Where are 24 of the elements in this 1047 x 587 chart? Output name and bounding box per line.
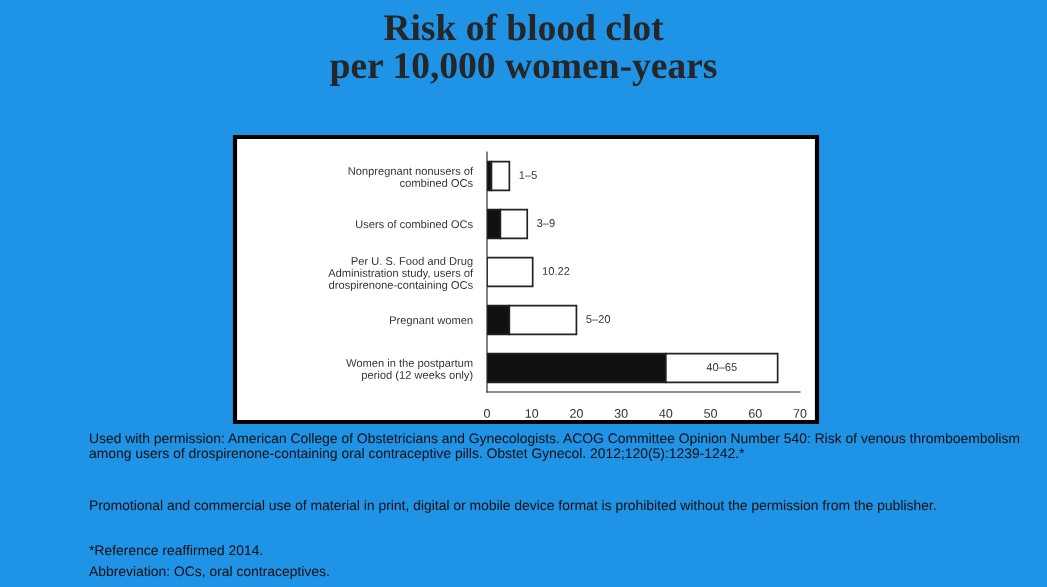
y-tick-label: Women in the postpartum period (12 weeks only) — [346, 358, 473, 382]
data-label: 1–5 — [519, 171, 537, 179]
x-tick-label: 70 — [793, 409, 807, 418]
text: Promotional and commercial use of material in print, digital or mobile device format is prohibited without the permission from the publisher. — [90, 500, 936, 513]
x-tick-label: 10 — [525, 409, 539, 418]
y-tick-label: Nonpregnant nonusers of combined OCs — [348, 166, 474, 187]
chart-title: Risk of blood clot per 10,000 women-years — [330, 13, 717, 87]
x-tick-label: 0 — [484, 409, 490, 418]
x-tick-label: 40 — [659, 409, 673, 418]
x-tick-label: 20 — [570, 409, 583, 418]
data-label: 10.22 — [542, 267, 570, 275]
data-label: 5–20 — [586, 315, 611, 323]
x-tick-label: 60 — [748, 409, 762, 418]
text: Used with permission: American College of Obstetricians and Gynecologists. ACOG Committee Opinion Number 540: Risk of venous thromboembolism among users of drospirenone-containing oral contraceptive pills. Obstet Gynecol. 2012;120(5):1239-1242.* — [89, 433, 1020, 461]
y-tick-label: Users of combined OCs — [356, 219, 473, 229]
text: Abbreviation: OCs, oral contraceptives. — [89, 566, 329, 579]
data-label: 3–9 — [537, 219, 555, 227]
x-tick-label: 30 — [614, 409, 628, 418]
x-tick-label: 50 — [704, 409, 718, 418]
text: *Reference reaffirmed 2014. — [89, 545, 262, 556]
y-tick-label: Per U. S. Food and Drug Administration study, users of drospirenone-containing OCs — [328, 256, 474, 292]
bar — [490, 160, 511, 192]
data-label: 40–65 — [706, 363, 737, 371]
y-tick-label: Pregnant women — [390, 316, 473, 327]
